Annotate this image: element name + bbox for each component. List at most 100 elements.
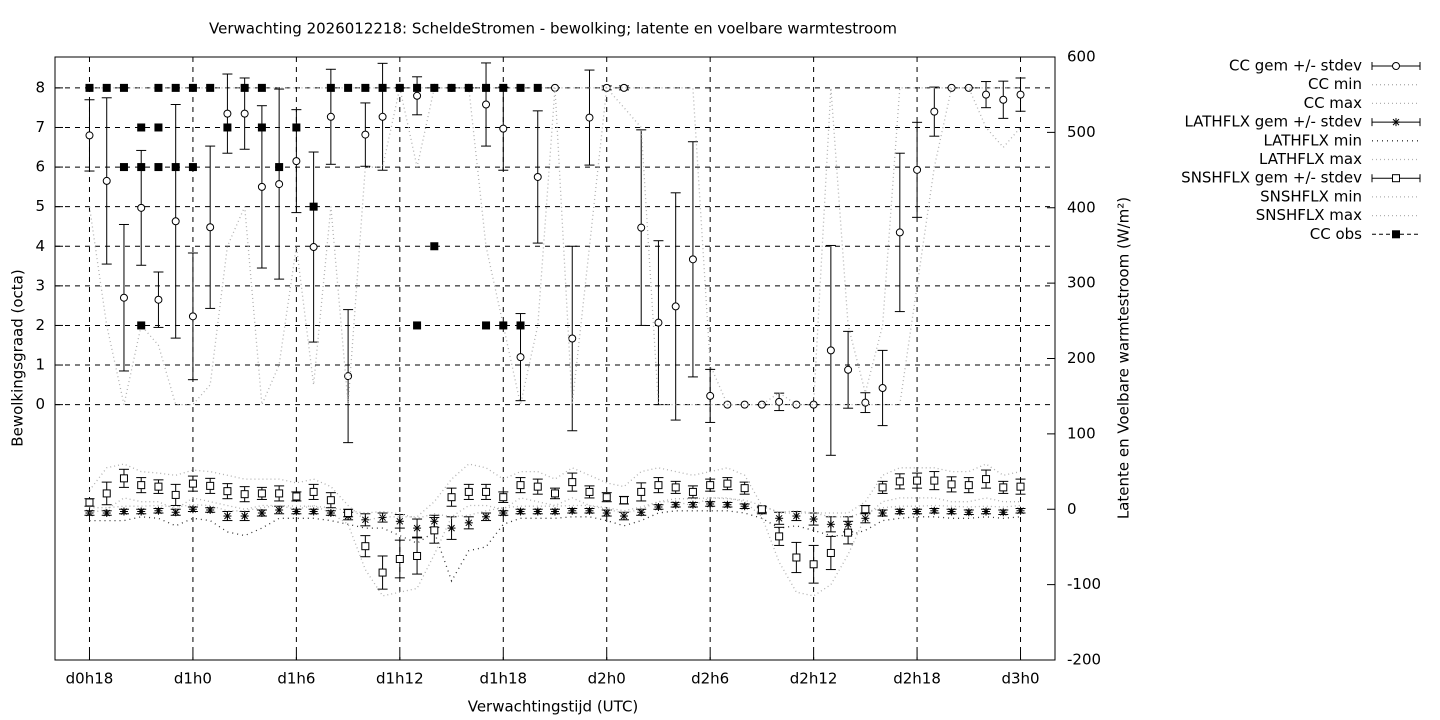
circle: [119, 293, 128, 302]
star-stroke: [879, 509, 886, 517]
square: [516, 321, 525, 330]
circle: [171, 217, 180, 226]
circle: [619, 83, 628, 92]
marker-circle: [326, 112, 335, 121]
square: [154, 123, 163, 132]
circle: [378, 112, 387, 121]
square: [895, 477, 904, 486]
marker-square: [85, 498, 94, 507]
marker-circle: [1016, 90, 1025, 99]
legend-label: CC max: [1304, 94, 1363, 112]
square: [292, 123, 301, 132]
marker-filled-square: [206, 83, 215, 92]
circle: [585, 113, 594, 122]
marker-square: [413, 551, 422, 560]
circle: [533, 172, 542, 181]
circle: [757, 400, 766, 409]
marker-filled-square: [137, 321, 146, 330]
marker-square: [878, 483, 887, 492]
circle: [309, 243, 318, 252]
star-stroke: [534, 508, 542, 515]
circle: [930, 107, 939, 116]
circle: [85, 131, 94, 140]
marker-star: [568, 506, 577, 515]
square: [413, 83, 422, 92]
star-stroke: [155, 507, 162, 515]
marker-circle: [223, 109, 232, 118]
square: [223, 487, 232, 496]
square: [395, 83, 404, 92]
square: [257, 123, 266, 132]
marker-star: [223, 512, 232, 521]
star-stroke: [689, 501, 697, 509]
marker-circle: [240, 109, 249, 118]
marker-star: [1016, 506, 1025, 515]
x-axis-label: Verwachtingstijd (UTC): [468, 698, 639, 716]
marker-square: [1016, 482, 1025, 491]
marker-star: [482, 512, 491, 521]
square: [206, 481, 215, 490]
star-stroke: [1392, 118, 1400, 126]
square: [85, 83, 94, 92]
circle: [240, 109, 249, 118]
circle: [292, 157, 301, 166]
marker-square: [326, 496, 335, 505]
marker-circle: [292, 157, 301, 166]
marker-square: [137, 481, 146, 490]
y-tick-label: 4: [35, 237, 45, 255]
star-stroke: [482, 513, 490, 521]
square: [740, 484, 749, 493]
marker-star: [361, 515, 370, 524]
square: [619, 496, 628, 505]
marker-star: [619, 512, 628, 521]
y2-tick-label: 600: [1067, 48, 1096, 66]
marker-circle: [257, 182, 266, 191]
star-stroke: [327, 509, 335, 517]
marker-star: [119, 507, 128, 516]
marker-square: [464, 487, 473, 496]
star-stroke: [741, 502, 749, 510]
circle: [964, 83, 973, 92]
marker-circle: [775, 397, 784, 406]
marker-circle: [188, 312, 197, 321]
legend-label: SNSHFLX min: [1260, 187, 1362, 205]
marker-square: [568, 478, 577, 487]
marker-star: [809, 515, 818, 524]
circle: [775, 397, 784, 406]
marker-square: [154, 482, 163, 491]
square: [137, 321, 146, 330]
marker-circle: [844, 365, 853, 374]
square: [413, 551, 422, 560]
square: [326, 83, 335, 92]
marker-star: [930, 506, 939, 515]
marker-square: [188, 479, 197, 488]
marker-filled-square: [223, 123, 232, 132]
square: [240, 490, 249, 499]
star-stroke: [568, 507, 576, 515]
square: [1016, 482, 1025, 491]
square: [861, 505, 870, 514]
star-stroke: [258, 509, 266, 517]
marker-star: [395, 517, 404, 526]
star-stroke: [172, 508, 180, 516]
marker-square: [740, 484, 749, 493]
square: [309, 202, 318, 211]
marker-filled-square: [171, 163, 180, 172]
marker-square: [844, 528, 853, 537]
square: [137, 481, 146, 490]
marker-filled-square: [1392, 230, 1400, 239]
marker-square: [775, 532, 784, 541]
marker-star: [947, 507, 956, 516]
marker-circle: [585, 113, 594, 122]
circle: [275, 180, 284, 189]
y2-tick-label: 500: [1067, 123, 1096, 141]
circle: [913, 165, 922, 174]
square: [533, 482, 542, 491]
marker-star: [102, 509, 111, 518]
marker-square: [482, 487, 491, 496]
marker-circle: [102, 176, 111, 185]
square: [119, 474, 128, 483]
marker-star: [206, 506, 215, 515]
marker-square: [757, 505, 766, 514]
square: [499, 83, 508, 92]
